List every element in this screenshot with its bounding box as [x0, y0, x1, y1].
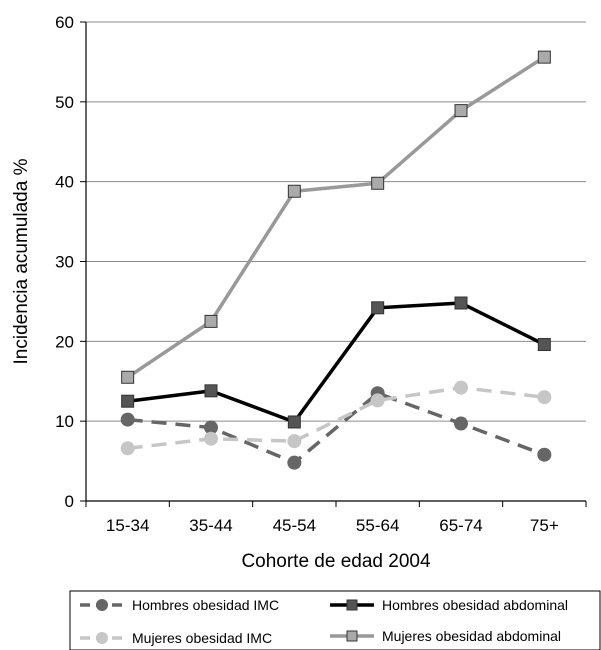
y-tick-label: 30 [55, 253, 74, 272]
legend-label: Hombres obesidad abdominal [382, 597, 568, 613]
data-point [96, 599, 108, 611]
legend-label: Mujeres obesidad abdominal [382, 628, 561, 644]
data-point [287, 455, 302, 470]
data-point [204, 431, 218, 446]
y-tick-label: 60 [55, 13, 74, 32]
y-tick-label: 20 [55, 332, 74, 351]
x-axis-ticks: 15-34 35-44 45-54 55-64 65-74 75+ [85, 501, 587, 535]
legend-item: Mujeres obesidad IMC [80, 630, 272, 646]
series-line [127, 301, 546, 424]
data-point [371, 301, 385, 315]
data-point [121, 370, 135, 384]
x-tick-label: 65-74 [439, 516, 482, 535]
data-point [454, 380, 468, 395]
series-hombres-obesidad-abdominal [121, 296, 551, 429]
x-tick-label: 75+ [530, 516, 559, 535]
data-point [537, 50, 551, 64]
series-hombres-obesidad-imc [120, 386, 552, 470]
legend-item: Mujeres obesidad abdominal [330, 628, 561, 644]
data-point [204, 384, 218, 398]
data-point [537, 338, 551, 352]
x-axis-title: Cohorte de edad 2004 [241, 551, 431, 572]
y-tick-label: 40 [55, 173, 74, 192]
data-point [371, 176, 385, 190]
gridlines [86, 21, 586, 422]
data-point [96, 632, 108, 644]
legend-box [69, 590, 601, 650]
series-line [127, 385, 545, 451]
data-point [537, 447, 552, 462]
legend-label: Hombres obesidad IMC [132, 597, 279, 613]
data-point [204, 314, 218, 328]
y-tick-label: 10 [55, 412, 74, 431]
legend-item: Hombres obesidad abdominal [330, 597, 568, 613]
data-point [120, 412, 135, 427]
data-point [346, 599, 358, 611]
data-point [121, 394, 135, 408]
series-line [127, 391, 545, 465]
series-mujeres-obesidad-imc [120, 380, 552, 456]
data-point [287, 434, 302, 449]
data-point [454, 296, 468, 310]
data-point [370, 393, 385, 408]
x-tick-label: 55-64 [356, 516, 399, 535]
legend: Hombres obesidad IMC Hombres obesidad abd… [69, 590, 601, 650]
data-point [537, 390, 552, 405]
series-mujeres-obesidad-abdominal [121, 50, 551, 384]
x-tick-label: 15-34 [106, 516, 149, 535]
data-point [454, 416, 468, 431]
x-tick-label: 35-44 [189, 516, 232, 535]
series-line [126, 55, 546, 379]
data-point [204, 420, 218, 435]
series-group [120, 50, 552, 470]
y-axis-ticks: 0 10 20 30 40 50 60 [55, 13, 86, 511]
legend-item: Hombres obesidad IMC [80, 597, 279, 613]
data-point [454, 104, 468, 118]
data-point [120, 441, 135, 456]
data-point [346, 630, 358, 642]
x-tick-label: 45-54 [273, 516, 316, 535]
legend-label: Mujeres obesidad IMC [132, 630, 272, 646]
y-tick-label: 50 [55, 93, 74, 112]
data-point [287, 415, 301, 429]
y-tick-label: 0 [65, 492, 74, 511]
y-axis-title: Incidencia acumulada % [11, 158, 32, 364]
data-point [287, 184, 301, 198]
